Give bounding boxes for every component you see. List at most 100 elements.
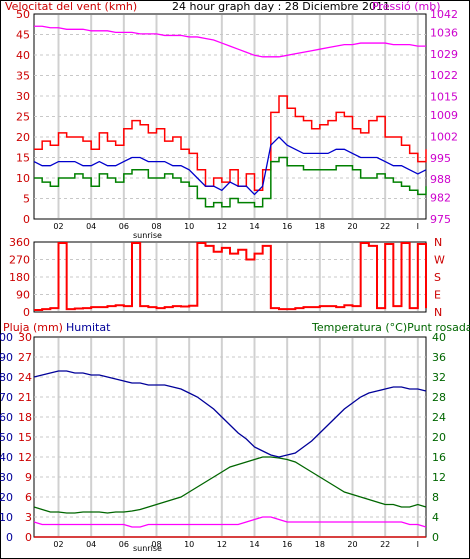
x-tick-label: 14 <box>249 540 259 549</box>
x-tick-label: 08 <box>151 540 161 549</box>
compass-label: S <box>434 271 441 284</box>
x-tick-label: I <box>417 540 419 549</box>
y-tick-label: 0 <box>25 531 32 544</box>
x-tick-label: 02 <box>53 540 63 549</box>
y-tick-label: 180 <box>9 271 30 284</box>
y-tick-label: 45 <box>16 29 30 42</box>
y-tick-label: 988 <box>430 173 451 186</box>
temperature-axis-label: Temperatura (°C)Punt rosada <box>311 321 470 334</box>
compass-label: E <box>434 289 441 302</box>
y-tick-label: 40 <box>0 451 13 464</box>
y-tick-label: 35 <box>16 70 30 83</box>
x-tick-label: 22 <box>380 222 390 231</box>
wind-gust-line <box>34 95 427 192</box>
y-tick-label: 20 <box>0 491 13 504</box>
x-tick-label: 04 <box>86 222 96 231</box>
y-tick-label: 12 <box>432 471 446 484</box>
x-tick-label: 10 <box>184 222 194 231</box>
y-tick-label: 1042 <box>430 8 458 21</box>
y-tick-label: 6 <box>25 491 32 504</box>
y-tick-label: 24 <box>432 411 446 424</box>
x-tick-label: 20 <box>347 222 357 231</box>
y-tick-label: 27 <box>18 351 32 364</box>
x-tick-label: 04 <box>86 540 96 549</box>
humidity-axis-label: Humitat <box>66 321 111 334</box>
wind-pressure-lines <box>33 25 427 208</box>
y-tick-label: 360 <box>9 236 30 249</box>
wind-pressure-plot-area <box>33 13 427 220</box>
x-tick-label: 18 <box>315 222 325 231</box>
y-tick-label: 100 <box>0 331 13 344</box>
x-tick-label: 18 <box>315 540 325 549</box>
y-tick-label: 1009 <box>430 109 458 122</box>
x-tick-label: 16 <box>282 540 292 549</box>
y-tick-label: 15 <box>18 431 32 444</box>
y-tick-label: 1022 <box>430 69 458 82</box>
y-tick-label: 18 <box>18 411 32 424</box>
y-tick-label: 30 <box>0 471 13 484</box>
pressure-axis-label: Pressió (mb) <box>372 0 441 13</box>
graph-title: 24 hour graph day : 28 Diciembre 2011 <box>172 0 390 13</box>
y-tick-label: 70 <box>0 391 13 404</box>
humidity-axis: 0 10 20 30 40 50 60 70 80 90 100 <box>0 331 13 544</box>
y-tick-label: 10 <box>0 511 13 524</box>
y-tick-label: 4 <box>432 511 439 524</box>
pressure-axis: 975 982 988 995 1002 1009 1015 1022 1029 1036 1042 <box>430 8 458 226</box>
compass-label: N <box>434 306 442 319</box>
y-tick-label: 8 <box>432 491 439 504</box>
y-tick-label: 40 <box>432 331 446 344</box>
x-tick-label: 06 <box>119 540 129 549</box>
rain-axis: 0 3 6 9 12 15 18 21 24 27 30 <box>18 331 32 544</box>
y-tick-label: 1036 <box>430 26 458 39</box>
rain-humidity-temperature-lines <box>33 370 427 538</box>
x-tick-label: 16 <box>282 222 292 231</box>
y-tick-label: 28 <box>432 391 446 404</box>
y-tick-label: 50 <box>16 8 30 21</box>
y-tick-label: 995 <box>430 152 451 165</box>
y-tick-label: 1029 <box>430 48 458 61</box>
x-tick-label: 12 <box>217 540 227 549</box>
y-tick-label: 0 <box>23 213 30 226</box>
y-tick-label: 0 <box>432 531 439 544</box>
y-tick-label: 270 <box>9 254 30 267</box>
y-tick-label: 50 <box>0 431 13 444</box>
y-tick-label: 40 <box>16 49 30 62</box>
y-tick-label: 21 <box>18 391 32 404</box>
y-tick-label: 20 <box>432 431 446 444</box>
x-tick-label: 14 <box>249 222 259 231</box>
y-tick-label: 3 <box>25 511 32 524</box>
wind-average-line <box>33 136 427 196</box>
dewpoint-line <box>33 516 427 528</box>
y-tick-label: 30 <box>16 90 30 103</box>
y-tick-label: 36 <box>432 351 446 364</box>
rain-axis-label: Pluja (mm) <box>3 321 63 334</box>
wind-speed-axis: 0 5 10 15 20 25 30 35 40 45 50 <box>16 8 30 226</box>
y-tick-label: 9 <box>25 471 32 484</box>
sunrise-label: sunrise <box>133 544 162 553</box>
pressure-line <box>34 25 426 58</box>
x-tick-label: 02 <box>53 222 63 231</box>
y-tick-label: 20 <box>16 131 30 144</box>
rain-humidity-temperature-plot-area <box>33 336 427 538</box>
compass-label: N <box>434 236 442 249</box>
y-tick-label: 12 <box>18 451 32 464</box>
wind-pressure-x-axis: 02 04 06 08 10 12 14 16 18 20 22 I <box>53 222 419 231</box>
wind-direction-line <box>34 241 427 312</box>
y-tick-label: 982 <box>430 192 451 205</box>
y-tick-label: 24 <box>18 371 32 384</box>
y-tick-label: 30 <box>18 331 32 344</box>
x-tick-label: 08 <box>151 222 161 231</box>
x-tick-label: 20 <box>347 540 357 549</box>
y-tick-label: 15 <box>16 152 30 165</box>
x-tick-label: 22 <box>380 540 390 549</box>
humidity-line <box>33 370 427 458</box>
y-tick-label: 32 <box>432 371 446 384</box>
y-tick-label: 5 <box>23 193 30 206</box>
y-tick-label: 1015 <box>430 91 458 104</box>
y-tick-label: 80 <box>0 371 13 384</box>
y-tick-label: 16 <box>432 451 446 464</box>
y-tick-label: 0 <box>6 531 13 544</box>
y-tick-label: 90 <box>16 289 30 302</box>
compass-label: W <box>434 254 445 267</box>
